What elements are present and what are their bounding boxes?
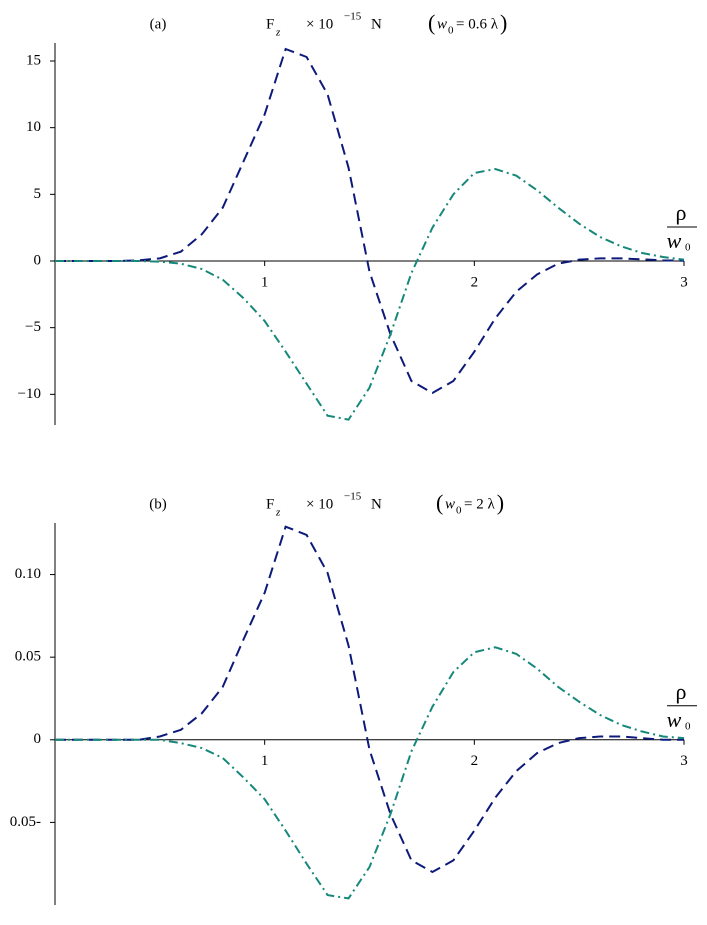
x-label-denominator-sub: 0: [685, 242, 691, 254]
title-multiplier: × 10: [306, 16, 333, 32]
y-tick-label: 0: [34, 731, 42, 747]
title-param-sub: 0: [456, 505, 462, 517]
y-tick-label: −10: [18, 386, 41, 402]
data-line: [55, 646, 685, 900]
title-exponent: −15: [344, 11, 362, 23]
title-param-value: = 2 λ: [464, 496, 495, 512]
data-line: [55, 525, 684, 874]
y-tick-label: 0: [34, 252, 42, 268]
x-label-numerator: ρ: [676, 679, 687, 704]
panel-label: (b): [149, 496, 167, 512]
title-symbol: F: [266, 496, 274, 512]
x-tick-label: 1: [261, 753, 269, 769]
x-label-denominator: w: [667, 707, 682, 732]
y-tick-label: 10: [26, 119, 41, 135]
y-tick-label: 5: [34, 186, 42, 202]
title-symbol-sub: z: [275, 507, 281, 519]
panel-label: (a): [150, 16, 167, 32]
x-tick-label: 3: [680, 274, 688, 290]
title-paren: (: [428, 10, 435, 35]
title-param: w: [445, 496, 455, 512]
title-param: w: [437, 16, 447, 32]
title-param-sub: 0: [448, 25, 454, 37]
title-paren: ): [500, 10, 507, 35]
title-multiplier: × 10: [306, 496, 333, 512]
title-exponent: −15: [344, 491, 362, 503]
title-unit: N: [371, 16, 382, 32]
y-tick-label: 0.05-: [10, 814, 41, 830]
title-paren: (: [436, 490, 443, 515]
y-tick-label: 0.05: [15, 649, 41, 665]
x-tick-label: 1: [261, 274, 269, 290]
y-tick-label: 15: [26, 52, 41, 68]
y-tick-label: −5: [25, 319, 41, 335]
x-label-denominator-sub: 0: [685, 720, 691, 732]
x-tick-label: 2: [471, 274, 479, 290]
title-paren: ): [497, 490, 504, 515]
title-symbol: F: [266, 16, 274, 32]
title-symbol-sub: z: [275, 27, 281, 39]
x-label-denominator: w: [667, 228, 682, 253]
data-line: [55, 167, 685, 421]
x-tick-label: 2: [471, 753, 479, 769]
data-line: [55, 47, 685, 395]
title-unit: N: [371, 496, 382, 512]
x-label-numerator: ρ: [676, 200, 687, 225]
y-tick-label: 0.10: [15, 566, 41, 582]
x-tick-label: 3: [680, 753, 688, 769]
title-param-value: = 0.6 λ: [456, 16, 499, 32]
